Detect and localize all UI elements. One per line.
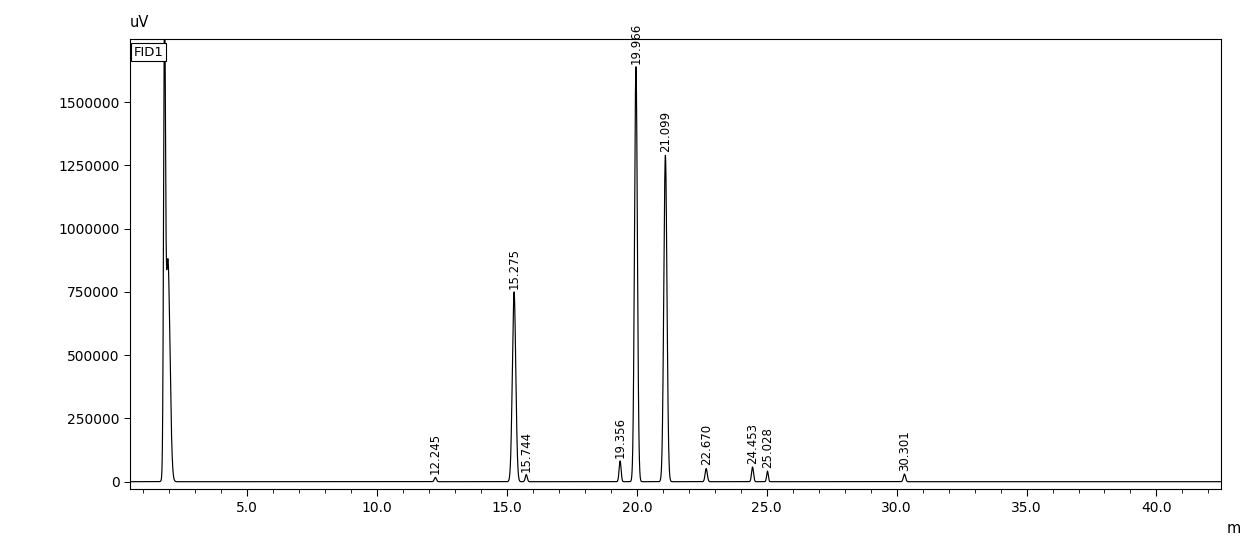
Text: 21.099: 21.099 <box>658 111 672 152</box>
Text: 22.670: 22.670 <box>699 424 713 465</box>
Text: 15.275: 15.275 <box>507 248 521 289</box>
Text: 19.966: 19.966 <box>630 22 642 64</box>
Text: min: min <box>1226 521 1240 536</box>
Text: 25.028: 25.028 <box>761 427 774 468</box>
Text: 12.245: 12.245 <box>429 433 441 474</box>
Text: 24.453: 24.453 <box>746 423 759 464</box>
Text: FID1: FID1 <box>134 46 164 59</box>
Text: uV: uV <box>130 15 150 30</box>
Text: 15.744: 15.744 <box>520 430 533 471</box>
Text: 30.301: 30.301 <box>898 430 911 471</box>
Text: 19.356: 19.356 <box>614 417 626 458</box>
